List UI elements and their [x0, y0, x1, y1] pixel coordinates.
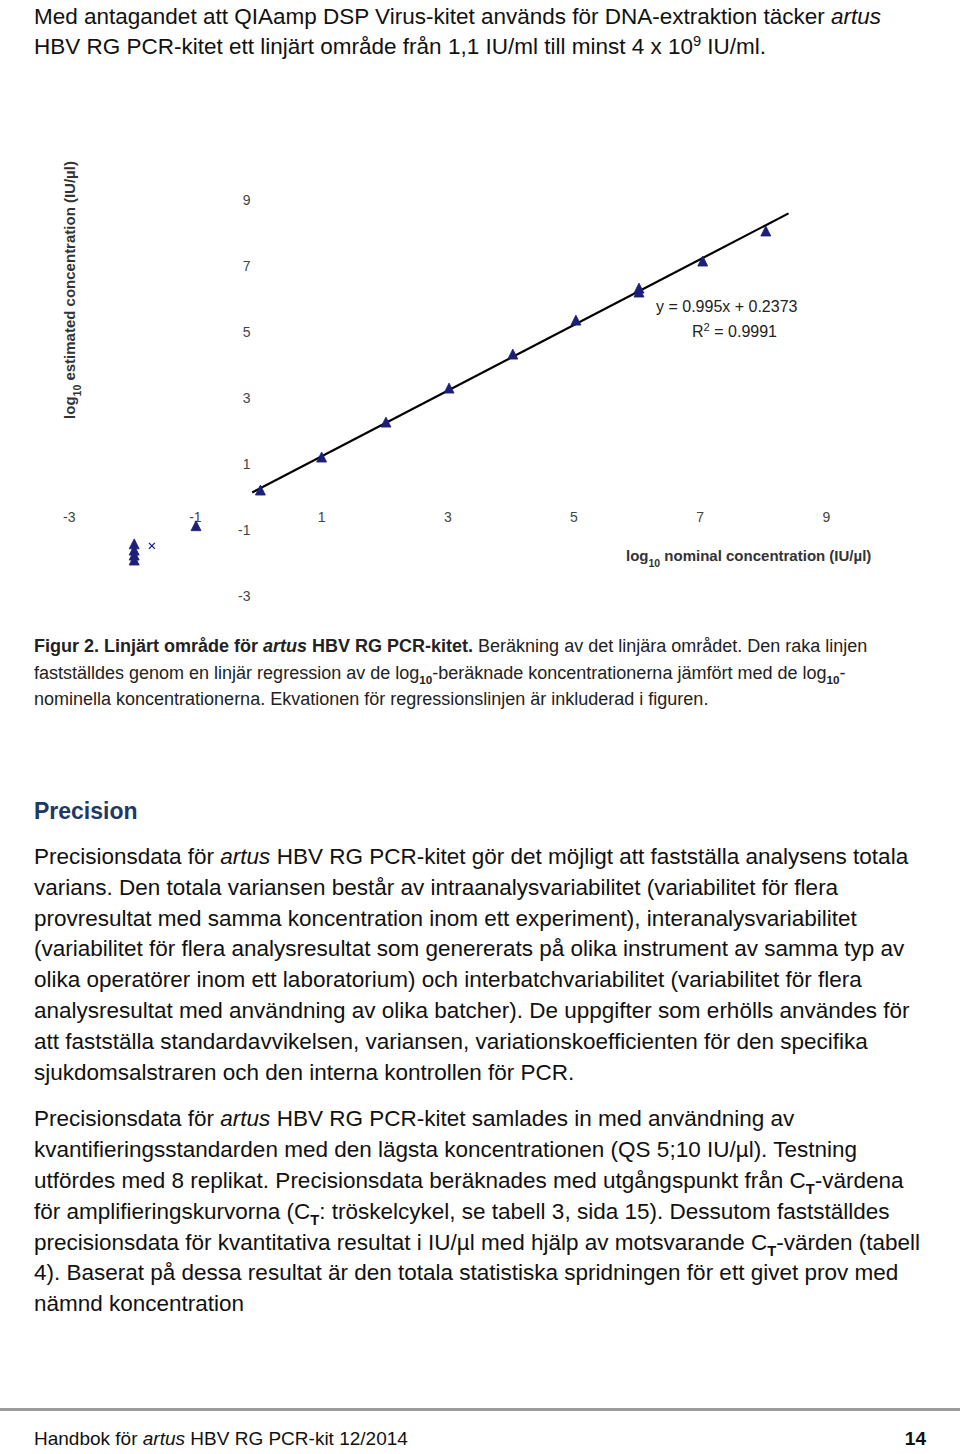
- y-tick-label: 5: [243, 324, 251, 340]
- text-run: 10: [71, 385, 83, 397]
- text-run: log: [626, 547, 649, 564]
- text-run: log: [61, 396, 78, 419]
- text-run: artus: [143, 1428, 185, 1449]
- y-tick-label: 9: [243, 192, 251, 208]
- text-run: artus: [220, 844, 270, 869]
- data-point: [381, 417, 391, 427]
- text-run: T: [767, 1242, 776, 1258]
- data-point: [571, 315, 581, 325]
- text-run: 9: [693, 33, 701, 49]
- data-point: [191, 521, 201, 531]
- data-point: [255, 485, 265, 495]
- text-run: Figur 2. Linjärt område för: [34, 636, 263, 656]
- data-point: [634, 287, 644, 297]
- x-tick-label: 7: [696, 509, 704, 525]
- data-point: [761, 226, 771, 236]
- text-run: T: [806, 1180, 815, 1196]
- text-run: HBV RG PCR-kit 12/2014: [185, 1428, 408, 1449]
- y-tick-label: 3: [243, 390, 251, 406]
- x-axis-title: log10 nominal concentration (IU/µl): [626, 547, 871, 569]
- y-tick-label: 1: [243, 456, 251, 472]
- text-run: HBV RG PCR-kitet.: [307, 636, 473, 656]
- chart: -3-113579-3-113579log10 nominal concentr…: [0, 0, 960, 620]
- text-run: 10: [649, 557, 661, 569]
- footer-rule: [0, 1408, 960, 1411]
- heading: Precision: [34, 798, 138, 825]
- x-tick-label: -3: [63, 509, 76, 525]
- text-run: = 0.9991: [710, 323, 777, 340]
- data-point: [317, 452, 327, 462]
- text-run: Precisionsdata för: [34, 844, 220, 869]
- y-tick-label: -3: [238, 588, 251, 604]
- equation: y = 0.995x + 0.2373: [656, 298, 798, 315]
- intro: Med antagandet att QIAamp DSP Virus-kite…: [34, 2, 919, 62]
- text-run: estimated concentration (IU/µl): [61, 161, 78, 385]
- data-point: [129, 555, 139, 565]
- text-run: HBV RG PCR-kitet ett linjärt område från…: [34, 34, 693, 59]
- data-point: [698, 256, 708, 266]
- footer-text: Handbok för artus HBV RG PCR-kit 12/2014: [34, 1428, 408, 1450]
- text-run: R: [692, 323, 704, 340]
- r-squared: R2 = 0.9991: [692, 321, 777, 340]
- x-tick-label: 9: [823, 509, 831, 525]
- text-run: nominal concentration (IU/µl): [660, 547, 871, 564]
- paragraph: Precisionsdata för artus HBV RG PCR-kite…: [34, 842, 934, 1088]
- text-run: IU/ml.: [701, 34, 766, 59]
- text-run: artus: [220, 1106, 270, 1131]
- data-point: [508, 349, 518, 359]
- data-point: [149, 543, 155, 549]
- text-run: HBV RG PCR-kitet gör det möjligt att fas…: [34, 844, 910, 1085]
- regression-line: [252, 213, 788, 492]
- text-run: 10: [419, 672, 432, 685]
- x-tick-label: 5: [570, 509, 578, 525]
- text-run: -beräknade koncentrationerna jämfört med…: [432, 663, 826, 683]
- page-number: 14: [905, 1428, 926, 1450]
- text-run: artus: [263, 636, 307, 656]
- text-run: Precisionsdata för: [34, 1106, 220, 1131]
- text-run: 10: [826, 672, 839, 685]
- x-tick-label: 3: [444, 509, 452, 525]
- y-tick-label: -1: [238, 522, 251, 538]
- paragraph: Precisionsdata för artus HBV RG PCR-kite…: [34, 1104, 934, 1320]
- text-run: Handbok för: [34, 1428, 143, 1449]
- text-run: artus: [831, 4, 881, 29]
- x-tick-label: 1: [318, 509, 326, 525]
- paragraphs: Precisionsdata för artus HBV RG PCR-kite…: [34, 842, 934, 1336]
- caption: Figur 2. Linjärt område för artus HBV RG…: [34, 633, 914, 713]
- data-point: [444, 383, 454, 393]
- y-axis-title: log10 estimated concentration (IU/µl): [61, 161, 83, 419]
- plot-marks: [129, 213, 788, 565]
- y-tick-label: 7: [243, 258, 251, 274]
- text-run: Med antagandet att QIAamp DSP Virus-kite…: [34, 4, 831, 29]
- text-run: T: [310, 1211, 319, 1227]
